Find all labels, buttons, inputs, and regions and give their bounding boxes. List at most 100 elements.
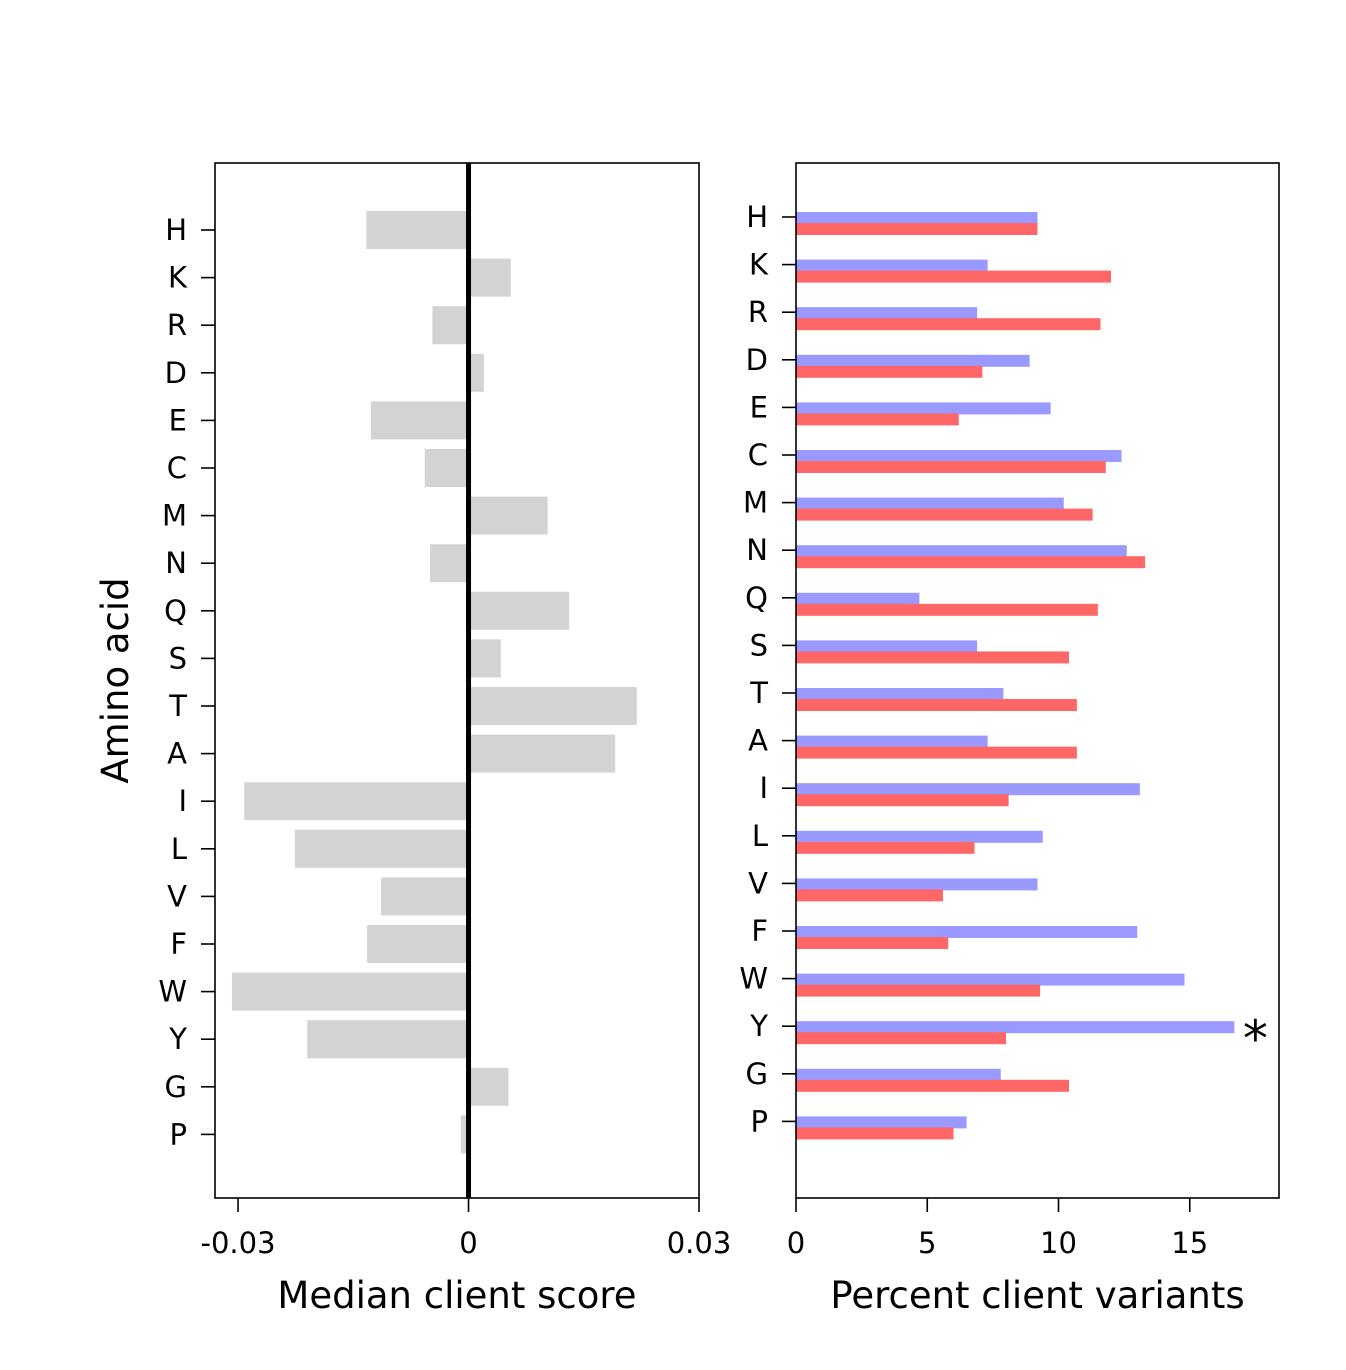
variant-bar-series2-A xyxy=(796,746,1077,759)
variant-bar-series1-A xyxy=(796,735,988,748)
significance-star: * xyxy=(1243,1010,1268,1068)
left-y-tick-label-V: V xyxy=(167,879,187,913)
right-y-tick-label-P: P xyxy=(751,1104,769,1138)
right-y-tick-label-C: C xyxy=(748,438,768,472)
left-y-tick-label-N: N xyxy=(165,546,187,580)
variant-bar-series2-M xyxy=(796,508,1093,521)
left-y-tick-label-F: F xyxy=(170,927,187,961)
right-plot-frame xyxy=(795,162,1280,1199)
left-y-tick-label-K: K xyxy=(168,261,188,295)
right-y-tick-label-D: D xyxy=(746,343,768,377)
variant-bar-series2-E xyxy=(796,413,959,426)
variant-bar-series2-V xyxy=(796,889,943,902)
right-y-tick-label-F: F xyxy=(751,914,768,948)
right-y-tick-label-N: N xyxy=(746,533,768,567)
score-bar-F xyxy=(367,925,469,963)
variant-bar-series1-E xyxy=(796,402,1051,415)
variant-bar-series1-I xyxy=(796,783,1140,796)
variant-bar-series2-W xyxy=(796,984,1041,997)
score-bar-I xyxy=(244,782,469,821)
score-bar-Q xyxy=(468,591,570,630)
left-y-tick-label-W: W xyxy=(158,975,187,1009)
variant-bar-series1-Q xyxy=(796,592,920,605)
left-y-tick-label-Y: Y xyxy=(168,1022,187,1056)
variant-bar-series2-F xyxy=(796,937,949,949)
variant-bar-series1-C xyxy=(796,450,1122,462)
variant-bar-series2-I xyxy=(796,794,1009,807)
score-bar-E xyxy=(370,401,469,440)
score-bar-C xyxy=(424,449,469,487)
variant-bar-series2-Y xyxy=(796,1032,1006,1045)
left-x-ticks: -0.03 0 0.03 xyxy=(201,1198,731,1260)
left-plot-frame xyxy=(214,162,700,1199)
variant-bar-series1-H xyxy=(796,212,1038,224)
score-bar-A xyxy=(468,734,616,773)
right-y-tick-label-L: L xyxy=(752,819,768,853)
score-bar-R xyxy=(432,306,469,345)
variant-bar-series2-K xyxy=(796,270,1111,283)
score-bar-K xyxy=(468,258,511,297)
score-bar-S xyxy=(468,639,501,678)
variant-bar-series1-W xyxy=(796,973,1185,986)
score-bar-N xyxy=(430,544,469,583)
variant-bar-series1-D xyxy=(796,354,1030,367)
right-x-ticks: 0 5 10 15 xyxy=(787,1198,1208,1260)
left-y-tick-label-M: M xyxy=(162,499,187,533)
variant-bar-series1-S xyxy=(796,640,978,653)
right-x-axis-label: Percent client variants xyxy=(830,1274,1244,1317)
variant-bar-series1-V xyxy=(796,878,1038,891)
right-y-tick-label-I: I xyxy=(759,771,768,805)
right-y-tick-label-G: G xyxy=(746,1057,768,1091)
median-score-bars xyxy=(231,211,637,1154)
right-x-tick-label: 15 xyxy=(1171,1226,1208,1260)
score-bar-Y xyxy=(307,1020,469,1059)
variant-bar-series2-G xyxy=(796,1079,1069,1092)
variant-bar-series1-K xyxy=(796,259,988,272)
variant-bar-series1-M xyxy=(796,497,1064,510)
left-y-tick-label-R: R xyxy=(167,308,187,342)
left-y-tick-label-C: C xyxy=(167,451,187,485)
left-y-tick-label-I: I xyxy=(178,784,187,818)
left-y-tick-label-T: T xyxy=(168,689,187,723)
right-y-tick-label-A: A xyxy=(748,724,768,758)
right-x-tick-label: 0 xyxy=(787,1226,805,1260)
right-y-tick-label-W: W xyxy=(739,962,768,996)
score-bar-D xyxy=(468,353,484,392)
variant-bar-series2-D xyxy=(796,365,983,378)
right-y-tick-label-S: S xyxy=(750,628,768,662)
y-axis-label: Amino acid xyxy=(94,577,137,783)
score-bar-W xyxy=(231,972,469,1011)
left-y-tick-label-Q: Q xyxy=(164,594,187,628)
variant-bar-series2-P xyxy=(796,1127,954,1140)
left-y-tick-label-L: L xyxy=(171,832,187,866)
left-x-tick-label: -0.03 xyxy=(201,1226,276,1260)
score-bar-T xyxy=(468,687,637,725)
right-y-tick-label-R: R xyxy=(748,295,768,329)
right-y-tick-label-Y: Y xyxy=(749,1009,768,1043)
annotations: * xyxy=(1243,1010,1268,1068)
variant-bar-series1-F xyxy=(796,926,1138,938)
left-y-tick-label-G: G xyxy=(165,1070,187,1104)
left-x-axis-label: Median client score xyxy=(277,1274,636,1317)
variant-bar-series2-T xyxy=(796,699,1077,711)
right-y-tick-label-E: E xyxy=(750,390,768,424)
variant-bar-series2-L xyxy=(796,841,975,854)
variant-bar-series1-R xyxy=(796,307,978,320)
left-y-tick-label-A: A xyxy=(167,737,187,771)
variant-bar-series2-S xyxy=(796,651,1069,664)
variant-bar-series2-Q xyxy=(796,603,1098,616)
right-y-tick-label-H: H xyxy=(746,200,768,234)
variant-bar-series2-N xyxy=(796,556,1146,569)
score-bar-V xyxy=(380,877,469,916)
right-x-tick-label: 5 xyxy=(918,1226,936,1260)
score-bar-P xyxy=(460,1115,469,1154)
left-y-tick-label-P: P xyxy=(170,1117,188,1151)
left-y-tick-label-E: E xyxy=(169,403,187,437)
score-bar-G xyxy=(468,1067,509,1106)
left-y-tick-label-H: H xyxy=(165,213,187,247)
